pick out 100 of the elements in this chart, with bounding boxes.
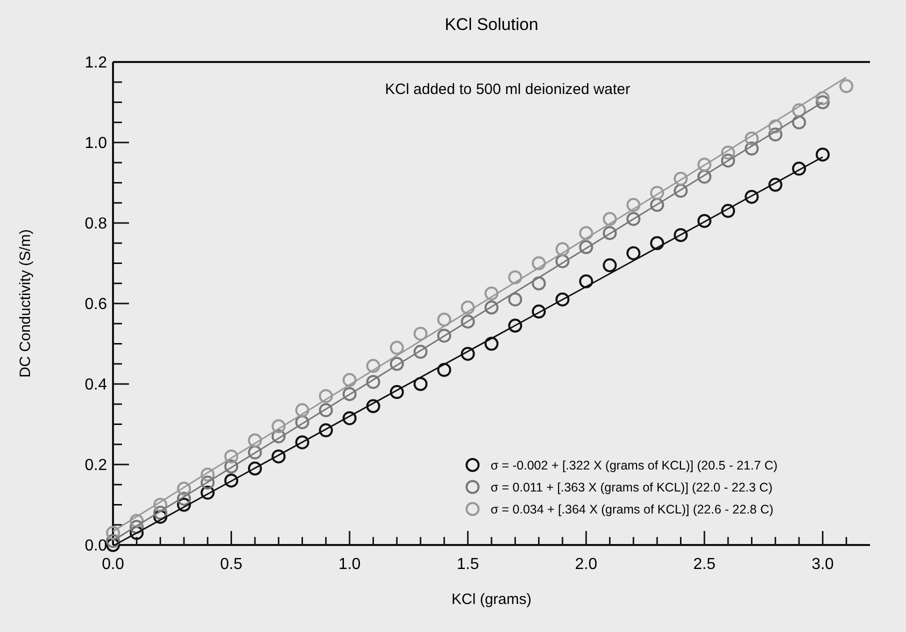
point — [532, 304, 546, 319]
point — [650, 198, 664, 212]
point — [200, 486, 215, 500]
y-tick-label: 1.0 — [84, 135, 108, 152]
point — [674, 228, 688, 242]
y-tick-label: 0.8 — [84, 216, 108, 233]
point — [342, 372, 357, 387]
point — [768, 127, 782, 142]
point — [508, 270, 522, 284]
point — [508, 318, 522, 333]
y-tick-label: 0.4 — [84, 376, 108, 394]
point — [437, 312, 452, 327]
point — [721, 204, 736, 218]
x-tick-label: 1.0 — [338, 556, 361, 573]
point — [130, 514, 144, 528]
y-tick-label: 0.0 — [84, 538, 108, 555]
point — [697, 158, 712, 172]
x-tick-label: 0.0 — [102, 556, 124, 573]
y-tick-label: 0.6 — [84, 296, 108, 314]
point — [555, 242, 570, 256]
point — [460, 300, 475, 315]
point — [508, 292, 522, 306]
point — [460, 346, 475, 361]
point — [318, 423, 333, 438]
point — [602, 226, 617, 240]
legend-label: σ = 0.011 + [.363 X (grams of KCL)] (22.0 - 22.3 C) — [490, 480, 772, 494]
point — [342, 411, 357, 426]
point — [484, 300, 498, 315]
point — [176, 492, 191, 506]
point — [626, 246, 640, 260]
point — [318, 403, 333, 418]
point — [744, 131, 759, 146]
point — [414, 326, 428, 341]
point — [792, 162, 806, 176]
point — [744, 190, 759, 204]
point — [200, 468, 215, 482]
point — [248, 462, 262, 476]
point — [579, 226, 594, 240]
point — [153, 510, 168, 524]
point — [437, 362, 452, 377]
point — [248, 433, 262, 448]
point — [768, 178, 782, 192]
point — [390, 356, 404, 371]
point — [839, 79, 854, 94]
point — [484, 286, 498, 300]
point — [555, 292, 570, 306]
point — [650, 186, 664, 200]
point — [437, 328, 452, 343]
point — [532, 256, 546, 270]
y-tick-label: 1.2 — [84, 54, 108, 72]
x-tick-label: 1.5 — [456, 556, 480, 573]
point — [674, 172, 688, 186]
x-tick-label: 2.0 — [575, 556, 598, 573]
point — [272, 449, 286, 464]
point — [176, 482, 191, 496]
point — [602, 258, 617, 272]
point — [318, 389, 333, 404]
point — [342, 387, 357, 402]
point — [484, 336, 498, 351]
point — [674, 184, 688, 198]
point — [579, 240, 594, 254]
x-tick-label: 2.5 — [693, 556, 716, 573]
point — [366, 374, 380, 389]
point — [579, 274, 594, 288]
point — [130, 520, 144, 534]
point — [272, 419, 286, 434]
point — [106, 526, 120, 540]
y-tick-label: 0.2 — [84, 457, 108, 474]
chart-title: KCl Solution — [444, 15, 538, 34]
point — [626, 198, 640, 212]
point — [153, 498, 168, 512]
point — [272, 429, 286, 444]
point — [295, 435, 310, 450]
point — [224, 449, 238, 464]
point — [366, 358, 380, 373]
point — [390, 385, 404, 400]
point — [768, 119, 782, 134]
annotation: KCl added to 500 ml deionized water — [385, 81, 630, 98]
point — [295, 415, 310, 430]
point — [816, 91, 830, 106]
point — [248, 445, 262, 460]
point — [224, 460, 238, 474]
point — [390, 340, 404, 355]
point — [697, 214, 712, 228]
point — [697, 170, 712, 184]
x-axis-title: KCl (grams) — [451, 591, 532, 608]
point — [555, 254, 570, 268]
legend-label: σ = -0.002 + [.322 X (grams of KCL)] (20.5 - 21.7 C) — [490, 458, 778, 472]
point — [721, 154, 736, 168]
point — [366, 399, 380, 414]
point — [106, 538, 120, 552]
point — [792, 115, 806, 130]
point — [532, 276, 546, 290]
point — [626, 212, 640, 226]
point — [176, 498, 191, 512]
point — [602, 212, 617, 226]
legend-label: σ = 0.034 + [.364 X (grams of KCL)] (22.6 - 22.8 C) — [490, 502, 774, 516]
point — [295, 403, 310, 418]
point — [744, 142, 759, 156]
point — [792, 103, 806, 118]
